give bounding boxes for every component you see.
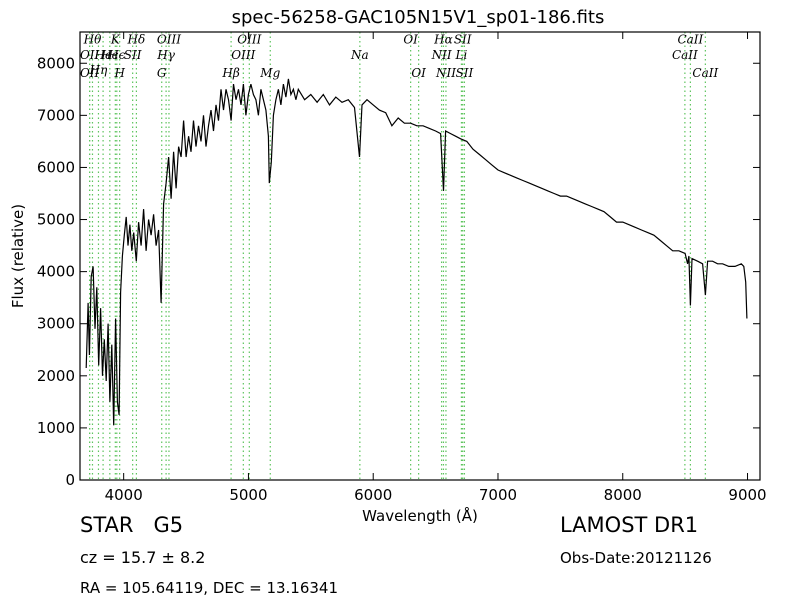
line-label-29: CaII: [692, 66, 718, 80]
x-tick-label-5: 9000: [728, 486, 766, 504]
line-label-20: OI: [411, 66, 426, 80]
line-label-27: CaII: [672, 48, 698, 62]
y-axis: 0 1000 2000 3000 4000 5000 6000 7000 8000: [37, 54, 760, 489]
y-axis-label: Flux (relative): [9, 204, 27, 308]
y-tick-label-4: 4000: [37, 263, 75, 281]
line-label-10: Hδ: [127, 32, 146, 46]
line-label-group: OIIOIIHθHηHϵHϵKHϵHSIIHδGHγOIIIHβOIIIOIII…: [80, 32, 719, 80]
line-label-18: Na: [350, 48, 369, 62]
line-label-0: OII: [80, 48, 100, 62]
line-label-9: SII: [124, 48, 142, 62]
line-marker-group: [89, 32, 706, 480]
y-tick-label-0: 0: [65, 471, 75, 489]
line-label-24: Li: [455, 48, 468, 62]
x-tick-label-4: 8000: [604, 486, 642, 504]
y-tick-label-1: 1000: [37, 419, 75, 437]
y-tick-label-5: 5000: [37, 211, 75, 229]
line-label-12: Hγ: [156, 48, 175, 62]
line-label-2: Hθ: [83, 32, 102, 46]
x-tick-label-1: 5000: [229, 486, 267, 504]
x-axis: 4000 5000 6000 7000 8000 9000: [105, 32, 767, 504]
y-tick-label-2: 2000: [37, 367, 75, 385]
line-label-5: Hϵ: [100, 48, 118, 62]
line-label-3: Hη: [89, 63, 108, 77]
y-tick-label-6: 6000: [37, 158, 75, 176]
line-label-26: SII: [456, 66, 474, 80]
line-label-1: OII: [80, 66, 100, 80]
line-label-25: SII: [454, 32, 472, 46]
x-tick-label-2: 6000: [354, 486, 392, 504]
line-label-21: NII: [431, 48, 452, 62]
object-class-label: STAR G5: [80, 513, 184, 537]
y-tick-label-7: 7000: [37, 106, 75, 124]
line-label-6: K: [110, 32, 121, 46]
line-label-13: OIII: [157, 32, 181, 46]
survey-label: LAMOST DR1: [560, 513, 699, 537]
coordinates-label: RA = 105.64119, DEC = 13.16341: [80, 579, 339, 597]
line-label-22: Hα: [433, 32, 453, 46]
chart-title: spec-56258-GAC105N15V1_sp01-186.fits: [232, 7, 605, 28]
line-label-4: Hϵ: [93, 48, 111, 62]
line-label-15: OIII: [231, 48, 255, 62]
line-label-7: Hϵ: [107, 48, 125, 62]
x-tick-label-3: 7000: [479, 486, 517, 504]
plot-area-frame: [79, 31, 761, 481]
line-label-16: OIII: [237, 32, 261, 46]
line-label-11: G: [157, 66, 167, 80]
line-label-23: NII: [435, 66, 456, 80]
line-label-17: Mg: [259, 66, 280, 80]
x-tick-label-0: 4000: [105, 486, 143, 504]
line-label-14: Hβ: [221, 66, 239, 80]
x-axis-label: Wavelength (Å): [362, 506, 478, 525]
redshift-label: cz = 15.7 ± 8.2: [80, 548, 206, 567]
line-label-19: OI: [403, 32, 418, 46]
y-tick-label-3: 3000: [37, 315, 75, 333]
line-label-28: CaII: [677, 32, 703, 46]
y-tick-label-8: 8000: [37, 54, 75, 72]
observation-date-label: Obs-Date:20121126: [560, 549, 712, 567]
line-label-8: H: [113, 66, 125, 80]
spectrum-line: [85, 78, 748, 426]
